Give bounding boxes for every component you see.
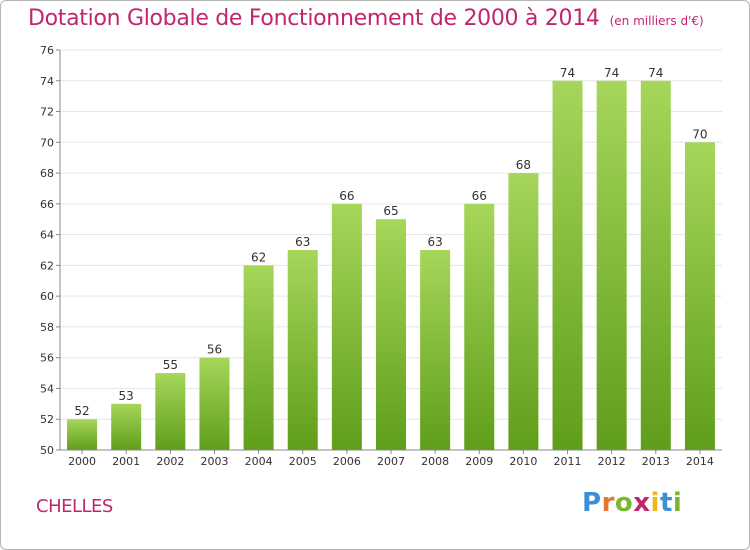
data-label: 52 (74, 404, 89, 418)
bar-2001 (111, 403, 142, 450)
bars (67, 80, 715, 451)
logo-letter: x (633, 488, 651, 518)
bar-2005 (287, 250, 318, 450)
x-tick-label: 2008 (421, 455, 449, 468)
commune-name: CHELLES (36, 496, 113, 517)
y-tick-label: 60 (40, 290, 54, 303)
y-tick-label: 62 (40, 259, 54, 272)
bar-2010 (508, 173, 539, 451)
x-tick-label: 2000 (68, 455, 96, 468)
y-tick-label: 76 (40, 44, 54, 57)
bar-2011 (552, 80, 583, 451)
x-tick-label: 2004 (245, 455, 273, 468)
data-label: 66 (472, 189, 487, 203)
labels: 50 52 54 56 58 60 62 64 66 68 70 72 74 76 2000 52 2001 53… (40, 44, 714, 468)
data-label: 74 (604, 66, 619, 80)
data-label: 74 (560, 66, 575, 80)
bar-2012 (596, 80, 627, 451)
bar-2009 (464, 203, 495, 450)
x-tick-label: 2001 (112, 455, 140, 468)
bar-2002 (155, 373, 186, 450)
y-tick-label: 52 (40, 413, 54, 426)
x-tick-label: 2011 (554, 455, 582, 468)
x-tick-label: 2006 (333, 455, 361, 468)
y-tick-label: 74 (40, 75, 54, 88)
bar-2000 (67, 419, 98, 450)
y-tick-label: 64 (40, 229, 54, 242)
data-label: 62 (251, 250, 266, 264)
unit-note: (en milliers d'€) (609, 14, 704, 28)
proxiti-logo: Proxiti (582, 488, 682, 518)
bar-2014 (684, 142, 715, 451)
y-tick-label: 66 (40, 198, 54, 211)
x-tick-label: 2014 (686, 455, 714, 468)
data-label: 56 (207, 343, 222, 357)
data-label: 55 (163, 358, 178, 372)
y-tick-label: 72 (40, 106, 54, 119)
data-label: 74 (648, 66, 663, 80)
bar-2004 (243, 265, 274, 450)
bar-2006 (331, 203, 362, 450)
chart-title: Dotation Globale de Fonctionnement de 20… (28, 6, 600, 31)
data-label: 53 (119, 389, 134, 403)
logo-letter: i (672, 488, 683, 518)
bar-2003 (199, 357, 230, 450)
bar-2008 (420, 250, 451, 450)
logo-letter: t (659, 488, 673, 518)
y-tick-label: 70 (40, 136, 54, 149)
y-tick-label: 56 (40, 352, 54, 365)
x-tick-label: 2005 (289, 455, 317, 468)
y-tick-label: 58 (40, 321, 54, 334)
data-label: 68 (516, 158, 531, 172)
bar-2013 (640, 80, 671, 451)
logo-letter: i (650, 488, 660, 518)
chart-title-block: Dotation Globale de Fonctionnement de 20… (28, 6, 704, 31)
x-tick-label: 2009 (465, 455, 493, 468)
logo-letter: r (601, 488, 615, 518)
bar-2007 (375, 219, 407, 450)
data-label: 63 (295, 235, 310, 249)
x-tick-label: 2007 (377, 455, 405, 468)
data-label: 70 (692, 127, 707, 141)
x-tick-label: 2003 (200, 455, 228, 468)
y-tick-label: 50 (40, 444, 54, 457)
data-label: 66 (339, 189, 354, 203)
y-tick-label: 68 (40, 167, 54, 180)
x-tick-label: 2010 (509, 455, 537, 468)
data-label: 65 (383, 204, 398, 218)
axes (56, 49, 722, 454)
x-tick-label: 2012 (598, 455, 626, 468)
x-tick-label: 2002 (156, 455, 184, 468)
data-label: 63 (427, 235, 442, 249)
y-tick-label: 54 (40, 382, 54, 395)
x-tick-label: 2013 (642, 455, 670, 468)
logo-letter: o (614, 488, 634, 518)
logo-letter: P (582, 488, 602, 518)
